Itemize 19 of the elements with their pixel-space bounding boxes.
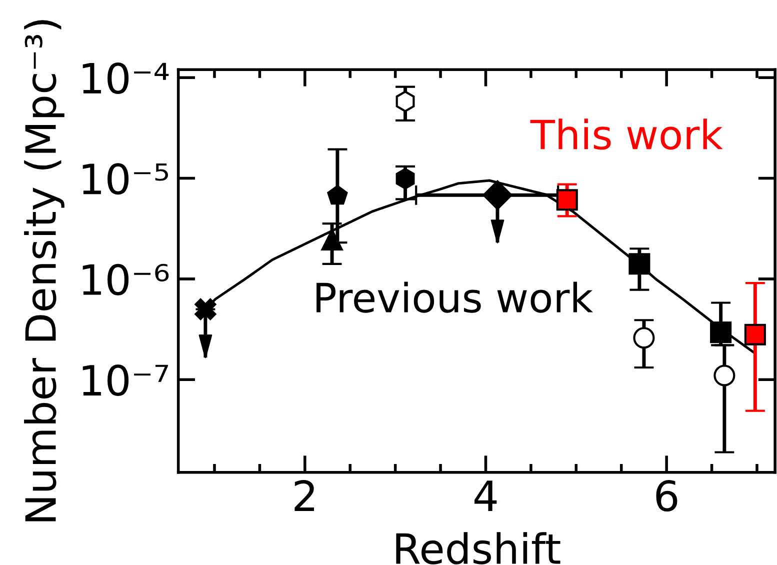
point [714,364,736,386]
point [633,327,655,349]
y-tick-label: 10⁻⁷ [82,364,168,396]
point [744,324,766,346]
y-tick-label: 10⁻⁵ [82,163,168,195]
point [327,185,348,205]
x-tick-label: 2 [294,480,314,511]
x-axis-title: Redshift [396,532,560,564]
y-tick-label: 10⁻⁶ [82,264,169,296]
point [194,298,216,320]
point [628,253,650,275]
point [556,189,578,211]
x-tick-label: 4 [474,480,497,511]
legend-label: Previous work [316,282,593,313]
y-tick-label: 10⁻⁴ [82,62,169,94]
x-tick-label: 6 [656,480,678,512]
legend-label: This work [530,118,723,150]
point [710,322,732,344]
y-axis-title: Number Density (Mpc⁻³) [24,20,64,522]
